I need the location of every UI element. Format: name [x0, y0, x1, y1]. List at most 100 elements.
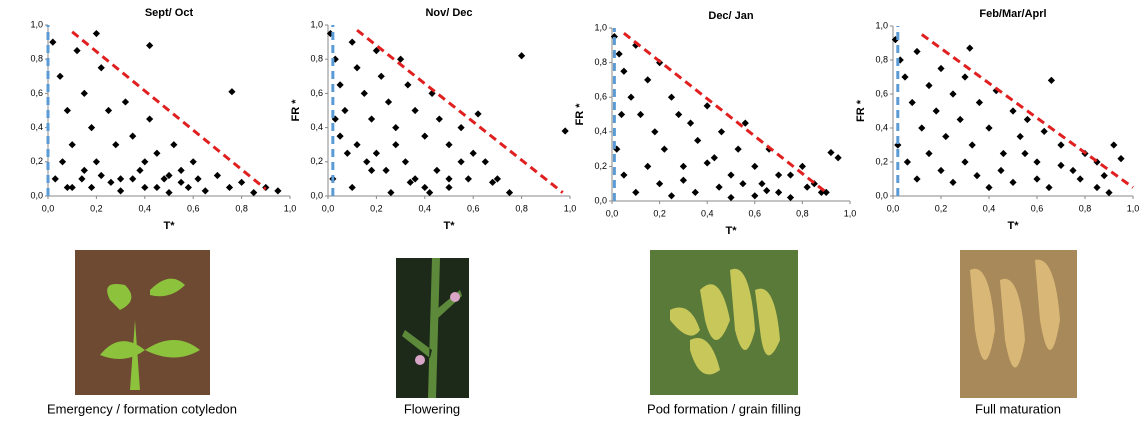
point	[1110, 141, 1117, 148]
point	[925, 150, 932, 157]
dashed-line	[72, 32, 266, 189]
point	[129, 133, 136, 140]
point	[680, 177, 687, 184]
point	[238, 179, 245, 186]
x-tick-label: 1,0	[1127, 203, 1140, 213]
point	[228, 88, 235, 95]
point	[751, 163, 758, 170]
point	[78, 175, 85, 182]
point	[153, 150, 160, 157]
x-tick-label: 0,0	[322, 203, 335, 213]
chart-title: Feb/Mar/Aprl	[979, 8, 1046, 20]
point	[458, 124, 465, 131]
x-tick-label: 0,6	[467, 203, 480, 213]
flower	[450, 292, 460, 302]
point	[353, 141, 360, 148]
point	[73, 47, 80, 54]
point	[913, 175, 920, 182]
y-tick-label: 0,0	[310, 190, 323, 200]
point	[957, 116, 964, 123]
point	[153, 184, 160, 191]
y-tick-label: 0,6	[30, 88, 43, 98]
y-tick-label: 0,2	[310, 156, 323, 166]
point	[909, 99, 916, 106]
point	[787, 171, 794, 178]
point	[392, 124, 399, 131]
point	[835, 154, 842, 161]
photos	[75, 250, 1077, 398]
point	[122, 98, 129, 105]
point	[445, 184, 452, 191]
point	[107, 179, 114, 186]
point	[482, 158, 489, 165]
point	[997, 167, 1004, 174]
point	[1101, 172, 1108, 179]
point	[716, 184, 723, 191]
point	[88, 184, 95, 191]
point	[433, 167, 440, 174]
point	[178, 179, 185, 186]
y-tick-label: 0,8	[310, 54, 323, 64]
point	[727, 171, 734, 178]
point	[421, 133, 428, 140]
x-tick-label: 0,4	[983, 203, 996, 213]
point	[93, 158, 100, 165]
point	[985, 184, 992, 191]
point	[704, 102, 711, 109]
x-tick-label: 0,8	[235, 203, 248, 213]
point	[651, 128, 658, 135]
point	[627, 94, 634, 101]
y-tick-label: 0,4	[310, 122, 323, 132]
point	[711, 154, 718, 161]
point	[93, 30, 100, 37]
y-tick-label: 0,0	[875, 190, 888, 200]
point	[426, 189, 433, 196]
point	[385, 98, 392, 105]
y-tick-label: 0,6	[594, 92, 607, 102]
y-tick-label: 0,4	[30, 122, 43, 132]
point	[373, 150, 380, 157]
point	[718, 128, 725, 135]
point	[704, 159, 711, 166]
x-axis-label: T*	[1008, 220, 1020, 232]
x-tick-label: 0,0	[606, 208, 619, 218]
y-tick-label: 0,2	[875, 156, 888, 166]
point	[458, 158, 465, 165]
point	[1045, 184, 1052, 191]
point	[105, 107, 112, 114]
chart-title: Dec/ Jan	[708, 10, 754, 22]
point	[1009, 107, 1016, 114]
point	[1009, 179, 1016, 186]
x-tick-label: 0,8	[796, 208, 809, 218]
point	[901, 73, 908, 80]
point	[937, 167, 944, 174]
point	[392, 141, 399, 148]
point	[382, 167, 389, 174]
x-tick-label: 1,0	[844, 208, 857, 218]
point	[1041, 128, 1048, 135]
point	[129, 175, 136, 182]
point	[185, 184, 192, 191]
point	[668, 192, 675, 199]
point	[668, 94, 675, 101]
x-axis-label: T*	[164, 220, 176, 232]
chart-title: Sept/ Oct	[145, 7, 194, 19]
point	[146, 115, 153, 122]
point	[976, 99, 983, 106]
point	[616, 50, 623, 57]
point	[361, 90, 368, 97]
point	[918, 124, 925, 131]
x-axis-label: T*	[726, 225, 738, 237]
x-tick-label: 0,2	[90, 203, 103, 213]
y-axis-label: FR *	[574, 103, 586, 126]
x-tick-label: 0,4	[701, 208, 714, 218]
point	[141, 184, 148, 191]
y-tick-label: 1,0	[30, 19, 43, 29]
point	[694, 137, 701, 144]
point	[141, 158, 148, 165]
point	[804, 184, 811, 191]
point	[620, 68, 627, 75]
point	[727, 194, 734, 201]
point	[146, 42, 153, 49]
point	[961, 73, 968, 80]
